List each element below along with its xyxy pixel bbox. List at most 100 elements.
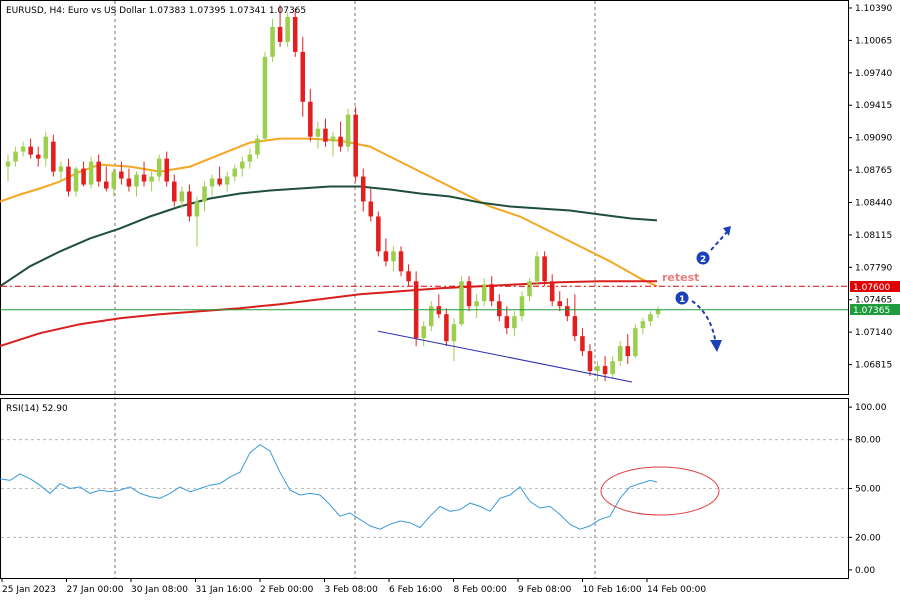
candles: [5, 4, 661, 382]
candle-bull: [633, 328, 638, 357]
price-tick-label: 1.07140: [855, 328, 892, 338]
candle-bear: [277, 26, 283, 42]
candle-bear: [572, 316, 578, 337]
chart-title: EURUSD, H4: Euro vs US Dollar 1.07383 1.…: [6, 6, 306, 16]
price-tick-label: 1.09740: [855, 69, 892, 79]
candle-bull: [617, 346, 623, 362]
candle-bull: [648, 314, 653, 322]
candle-bull: [73, 168, 79, 192]
candle-bear: [96, 161, 101, 182]
grid-layer: [1, 1, 848, 578]
candle-bear: [28, 146, 33, 155]
scenario-1-marker: 1: [674, 290, 690, 306]
candle-bull: [43, 136, 49, 159]
rsi-layer: [0, 443, 658, 530]
price-tick-label: 1.10390: [855, 4, 892, 14]
candle-bear: [141, 174, 147, 182]
candle-bear: [580, 336, 585, 352]
time-tick-label: 3 Feb 08:00: [325, 585, 379, 595]
time-tick-label: 30 Jan 08:00: [131, 585, 188, 595]
candle-bull: [134, 174, 139, 187]
price-tick-label: 1.08765: [855, 166, 892, 176]
candle-bull: [428, 306, 434, 327]
candle-bear: [308, 101, 313, 137]
svg-text:1.07365: 1.07365: [853, 306, 890, 316]
rsi-tick-label: 50.00: [855, 485, 881, 495]
support-trendline: [377, 330, 633, 383]
time-tick-label: 10 Feb 16:00: [583, 585, 642, 595]
candle-bear: [300, 51, 306, 102]
time-tick-label: 27 Jan 00:00: [67, 585, 124, 595]
candle-bull: [610, 361, 615, 375]
candle-bear: [66, 166, 71, 192]
candle-bear: [549, 281, 555, 302]
price-tick-label: 1.07465: [855, 296, 892, 306]
candle-bull: [209, 178, 215, 187]
candle-bull: [247, 154, 253, 162]
scenario-1-arrow: [691, 300, 717, 346]
rsi-tick-label: 20.00: [855, 533, 881, 543]
candle-bull: [391, 251, 396, 262]
candle-bull: [20, 146, 26, 152]
arrow-head-up-icon: [723, 226, 731, 236]
candle-bear: [489, 284, 494, 302]
candle-bull: [262, 56, 268, 139]
candle-bull: [58, 166, 64, 172]
candle-bull: [88, 161, 94, 185]
candle-bear: [587, 351, 593, 372]
candle-bear: [383, 251, 389, 262]
candle-bear: [557, 301, 563, 307]
candle-bull: [202, 186, 207, 202]
candle-bear: [398, 251, 404, 272]
candle-bear: [565, 306, 570, 317]
candle-bear: [602, 366, 608, 375]
rsi-title: RSI(14) 52.90: [6, 404, 68, 414]
rsi-highlight-ellipse: [600, 466, 720, 516]
candle-bear: [542, 256, 547, 282]
candle-bull: [111, 171, 117, 189]
candle-bull: [451, 324, 457, 342]
price-tick-label: 1.10065: [855, 36, 892, 46]
candle-bull: [345, 114, 351, 147]
candle-bull: [179, 191, 185, 202]
candle-bull: [527, 281, 532, 297]
candle-bear: [103, 181, 109, 189]
candle-bear: [406, 271, 411, 282]
candle-bear: [187, 191, 192, 217]
rsi-tick-label: 100.00: [855, 403, 887, 413]
candle-bear: [172, 181, 177, 202]
candle-bull: [330, 136, 336, 142]
candle-bull: [5, 161, 11, 167]
axes: 1.10390 1.10065 1.09740 1.09415 1.09090 1.087…: [1, 4, 892, 595]
time-tick-label: 8 Feb 00:00: [454, 585, 508, 595]
time-tick-label: 6 Feb 16:00: [389, 585, 443, 595]
svg-text:1.07600: 1.07600: [853, 283, 890, 293]
candle-bull: [149, 176, 154, 182]
time-tick-label: 25 Jan 2023: [2, 585, 56, 595]
candle-bear: [126, 178, 132, 187]
price-tick-label: 1.08440: [855, 198, 892, 208]
candle-bull: [421, 326, 426, 339]
levels: [1, 285, 848, 383]
current-price-tag: 1.07365: [850, 304, 900, 316]
moving-average-line: [0, 280, 657, 348]
candle-bull: [232, 168, 238, 177]
candle-bull: [255, 138, 260, 155]
candle-bear: [81, 168, 86, 185]
candle-bear: [338, 136, 343, 147]
candle-bull: [474, 301, 479, 307]
time-tick-label: 14 Feb 00:00: [647, 585, 706, 595]
time-tick-label: 9 Feb 08:00: [518, 585, 572, 595]
candle-bull: [459, 281, 464, 325]
scenario-2-marker: 2: [695, 250, 711, 266]
candle-bull: [512, 316, 517, 329]
price-tick-label: 1.08115: [855, 231, 892, 241]
candle-bear: [119, 171, 124, 179]
candle-bear: [466, 281, 472, 307]
level-price-tag: 1.07600: [850, 281, 900, 293]
candle-bear: [35, 154, 41, 159]
candle-bull: [156, 158, 162, 177]
price-tick-label: 1.09415: [855, 101, 892, 111]
candle-bull: [534, 256, 540, 282]
moving-average-line: [0, 185, 658, 288]
